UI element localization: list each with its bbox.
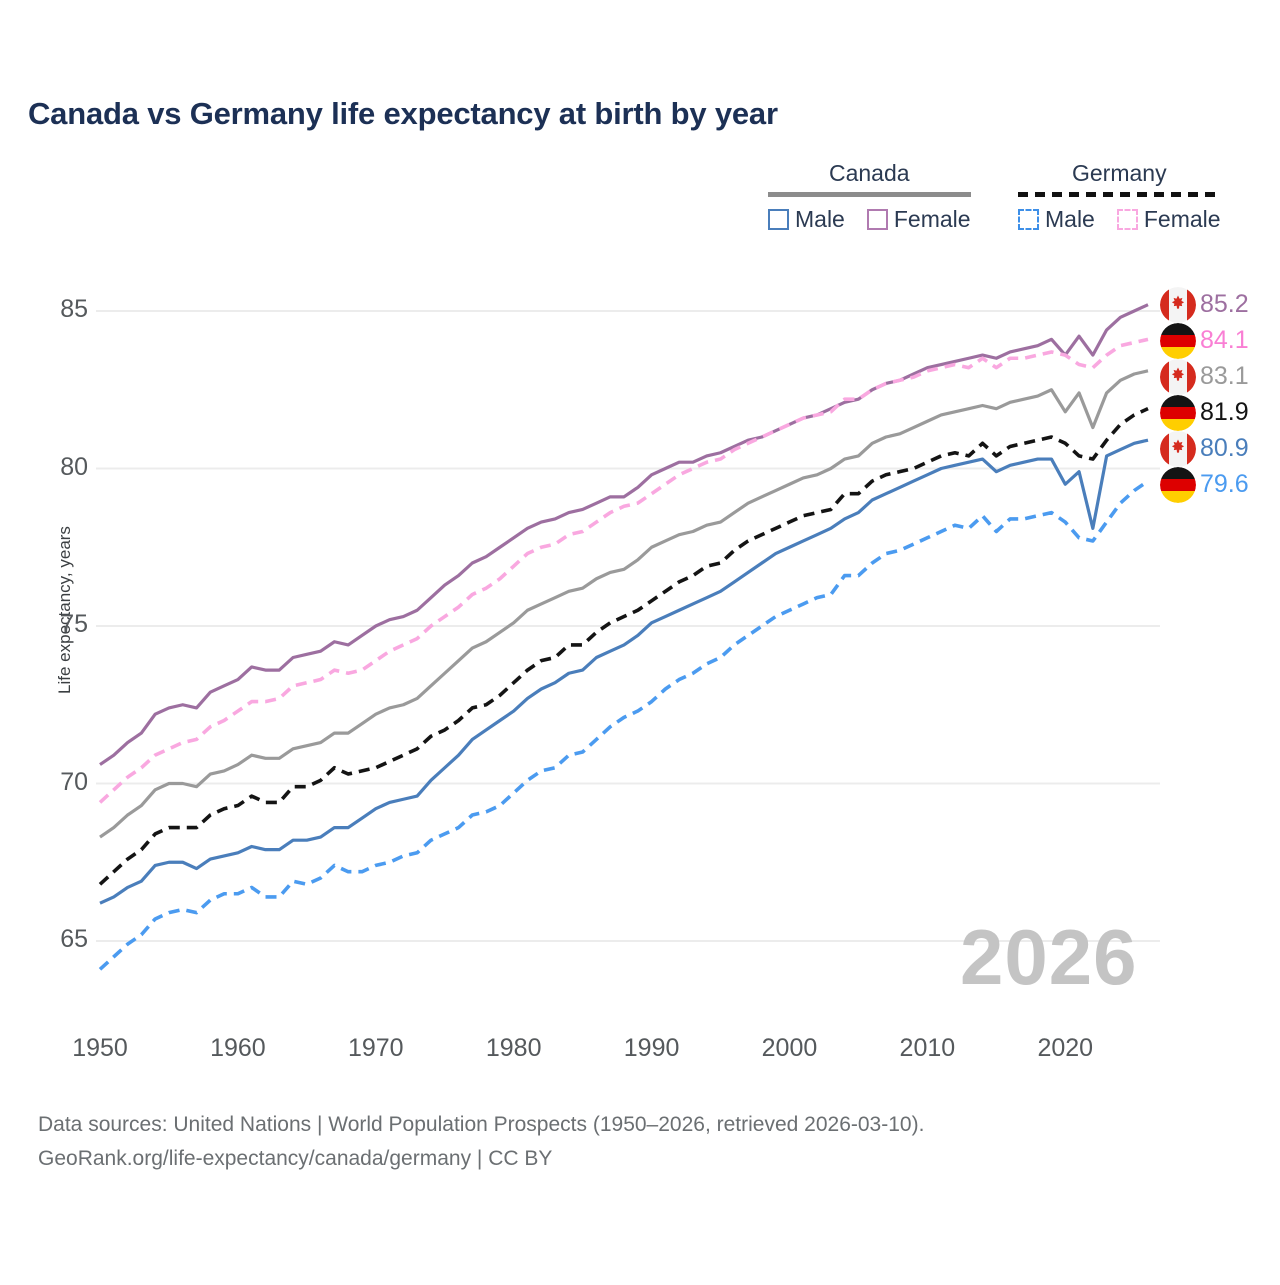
footer-line-attribution: GeoRank.org/life-expectancy/canada/germa… [38, 1147, 553, 1171]
legend-label-canada-male: Male [795, 206, 845, 232]
x-axis-tick-1960: 1960 [210, 1034, 266, 1062]
canada-flag-icon [1160, 430, 1196, 467]
y-axis-tick-70: 70 [60, 767, 88, 796]
end-label-value: 83.1 [1200, 362, 1249, 391]
legend-country-germany: Germany [1071, 160, 1167, 186]
y-axis-tick-85: 85 [60, 295, 88, 323]
germany-flag-icon [1160, 394, 1196, 431]
y-axis-tick-80: 80 [60, 452, 88, 481]
series-line-germany-total [98, 407, 1149, 886]
series-line-germany-male [98, 479, 1150, 971]
legend-rule-germany [1018, 192, 1221, 197]
end-label-value: 79.6 [1200, 470, 1249, 499]
footer: Data sources: United Nations | World Pop… [38, 1108, 924, 1176]
chart-legend: Canada Male Female Germany Male [760, 160, 1260, 242]
series-line-germany-female [98, 337, 1149, 804]
grid-lines [96, 310, 1160, 942]
y-axis-tick-75: 75 [60, 610, 88, 638]
y-axis-tick-65: 65 [60, 925, 88, 953]
x-axis-tick-1990: 1990 [623, 1034, 680, 1062]
end-label-value: 80.9 [1200, 434, 1249, 463]
year-watermark: 2026 [960, 913, 1138, 1001]
legend-item-canada-male[interactable]: Male [768, 206, 845, 233]
canada-flag-icon [1160, 358, 1196, 395]
legend-swatch-canada-female-icon [866, 209, 888, 230]
legend-label-germany-female: Female [1143, 206, 1221, 232]
end-label-83.1: 83.1 [1160, 358, 1249, 395]
footer-line-sources: Data sources: United Nations | World Pop… [38, 1113, 925, 1136]
canada-flag-icon [1160, 286, 1196, 323]
x-axis-tick-1950: 1950 [72, 1034, 128, 1062]
series-line-canada-female [99, 303, 1149, 766]
x-axis-tick-2010: 2010 [899, 1034, 956, 1062]
end-label-79.6: 79.6 [1160, 466, 1249, 503]
x-axis-tick-2000: 2000 [761, 1034, 818, 1062]
legend-item-germany-female[interactable]: Female [1116, 206, 1221, 233]
end-label-80.9: 80.9 [1160, 430, 1249, 467]
legend-country-canada: Canada [828, 160, 910, 186]
end-label-value: 85.2 [1200, 290, 1249, 319]
legend-group-canada: Canada Male Female [768, 160, 971, 233]
series-line-canada-male [99, 438, 1149, 905]
x-axis-tick-2020: 2020 [1037, 1034, 1094, 1062]
germany-flag-icon [1160, 466, 1196, 503]
x-axis-tick-1970: 1970 [347, 1034, 404, 1062]
germany-flag-icon [1160, 466, 1196, 503]
series-lines [98, 303, 1150, 971]
canada-flag-icon [1160, 286, 1196, 323]
legend-label-germany-male: Male [1045, 206, 1095, 232]
page-title: Canada vs Germany life expectancy at bir… [28, 96, 778, 131]
germany-flag-icon [1160, 322, 1196, 359]
legend-swatch-germany-female-icon [1116, 209, 1138, 230]
germany-flag-icon [1160, 322, 1196, 359]
series-line-canada-total [99, 369, 1149, 839]
germany-flag-icon [1160, 394, 1196, 431]
legend-item-canada-female[interactable]: Female [866, 206, 971, 233]
legend-item-germany-male[interactable]: Male [1018, 206, 1095, 233]
canada-flag-icon [1160, 358, 1196, 395]
x-axis-tick-1980: 1980 [485, 1034, 542, 1062]
legend-rule-canada [768, 192, 971, 197]
end-label-84.1: 84.1 [1160, 322, 1249, 359]
legend-label-canada-female: Female [893, 206, 971, 232]
legend-swatch-canada-male-icon [768, 209, 789, 230]
canada-flag-icon [1160, 430, 1196, 467]
end-label-value: 84.1 [1200, 326, 1249, 355]
end-label-81.9: 81.9 [1160, 394, 1249, 431]
end-label-value: 81.9 [1200, 398, 1249, 427]
end-label-85.2: 85.2 [1160, 286, 1249, 323]
legend-group-germany: Germany Male Female [1018, 160, 1221, 233]
legend-swatch-germany-male-icon [1018, 209, 1039, 230]
